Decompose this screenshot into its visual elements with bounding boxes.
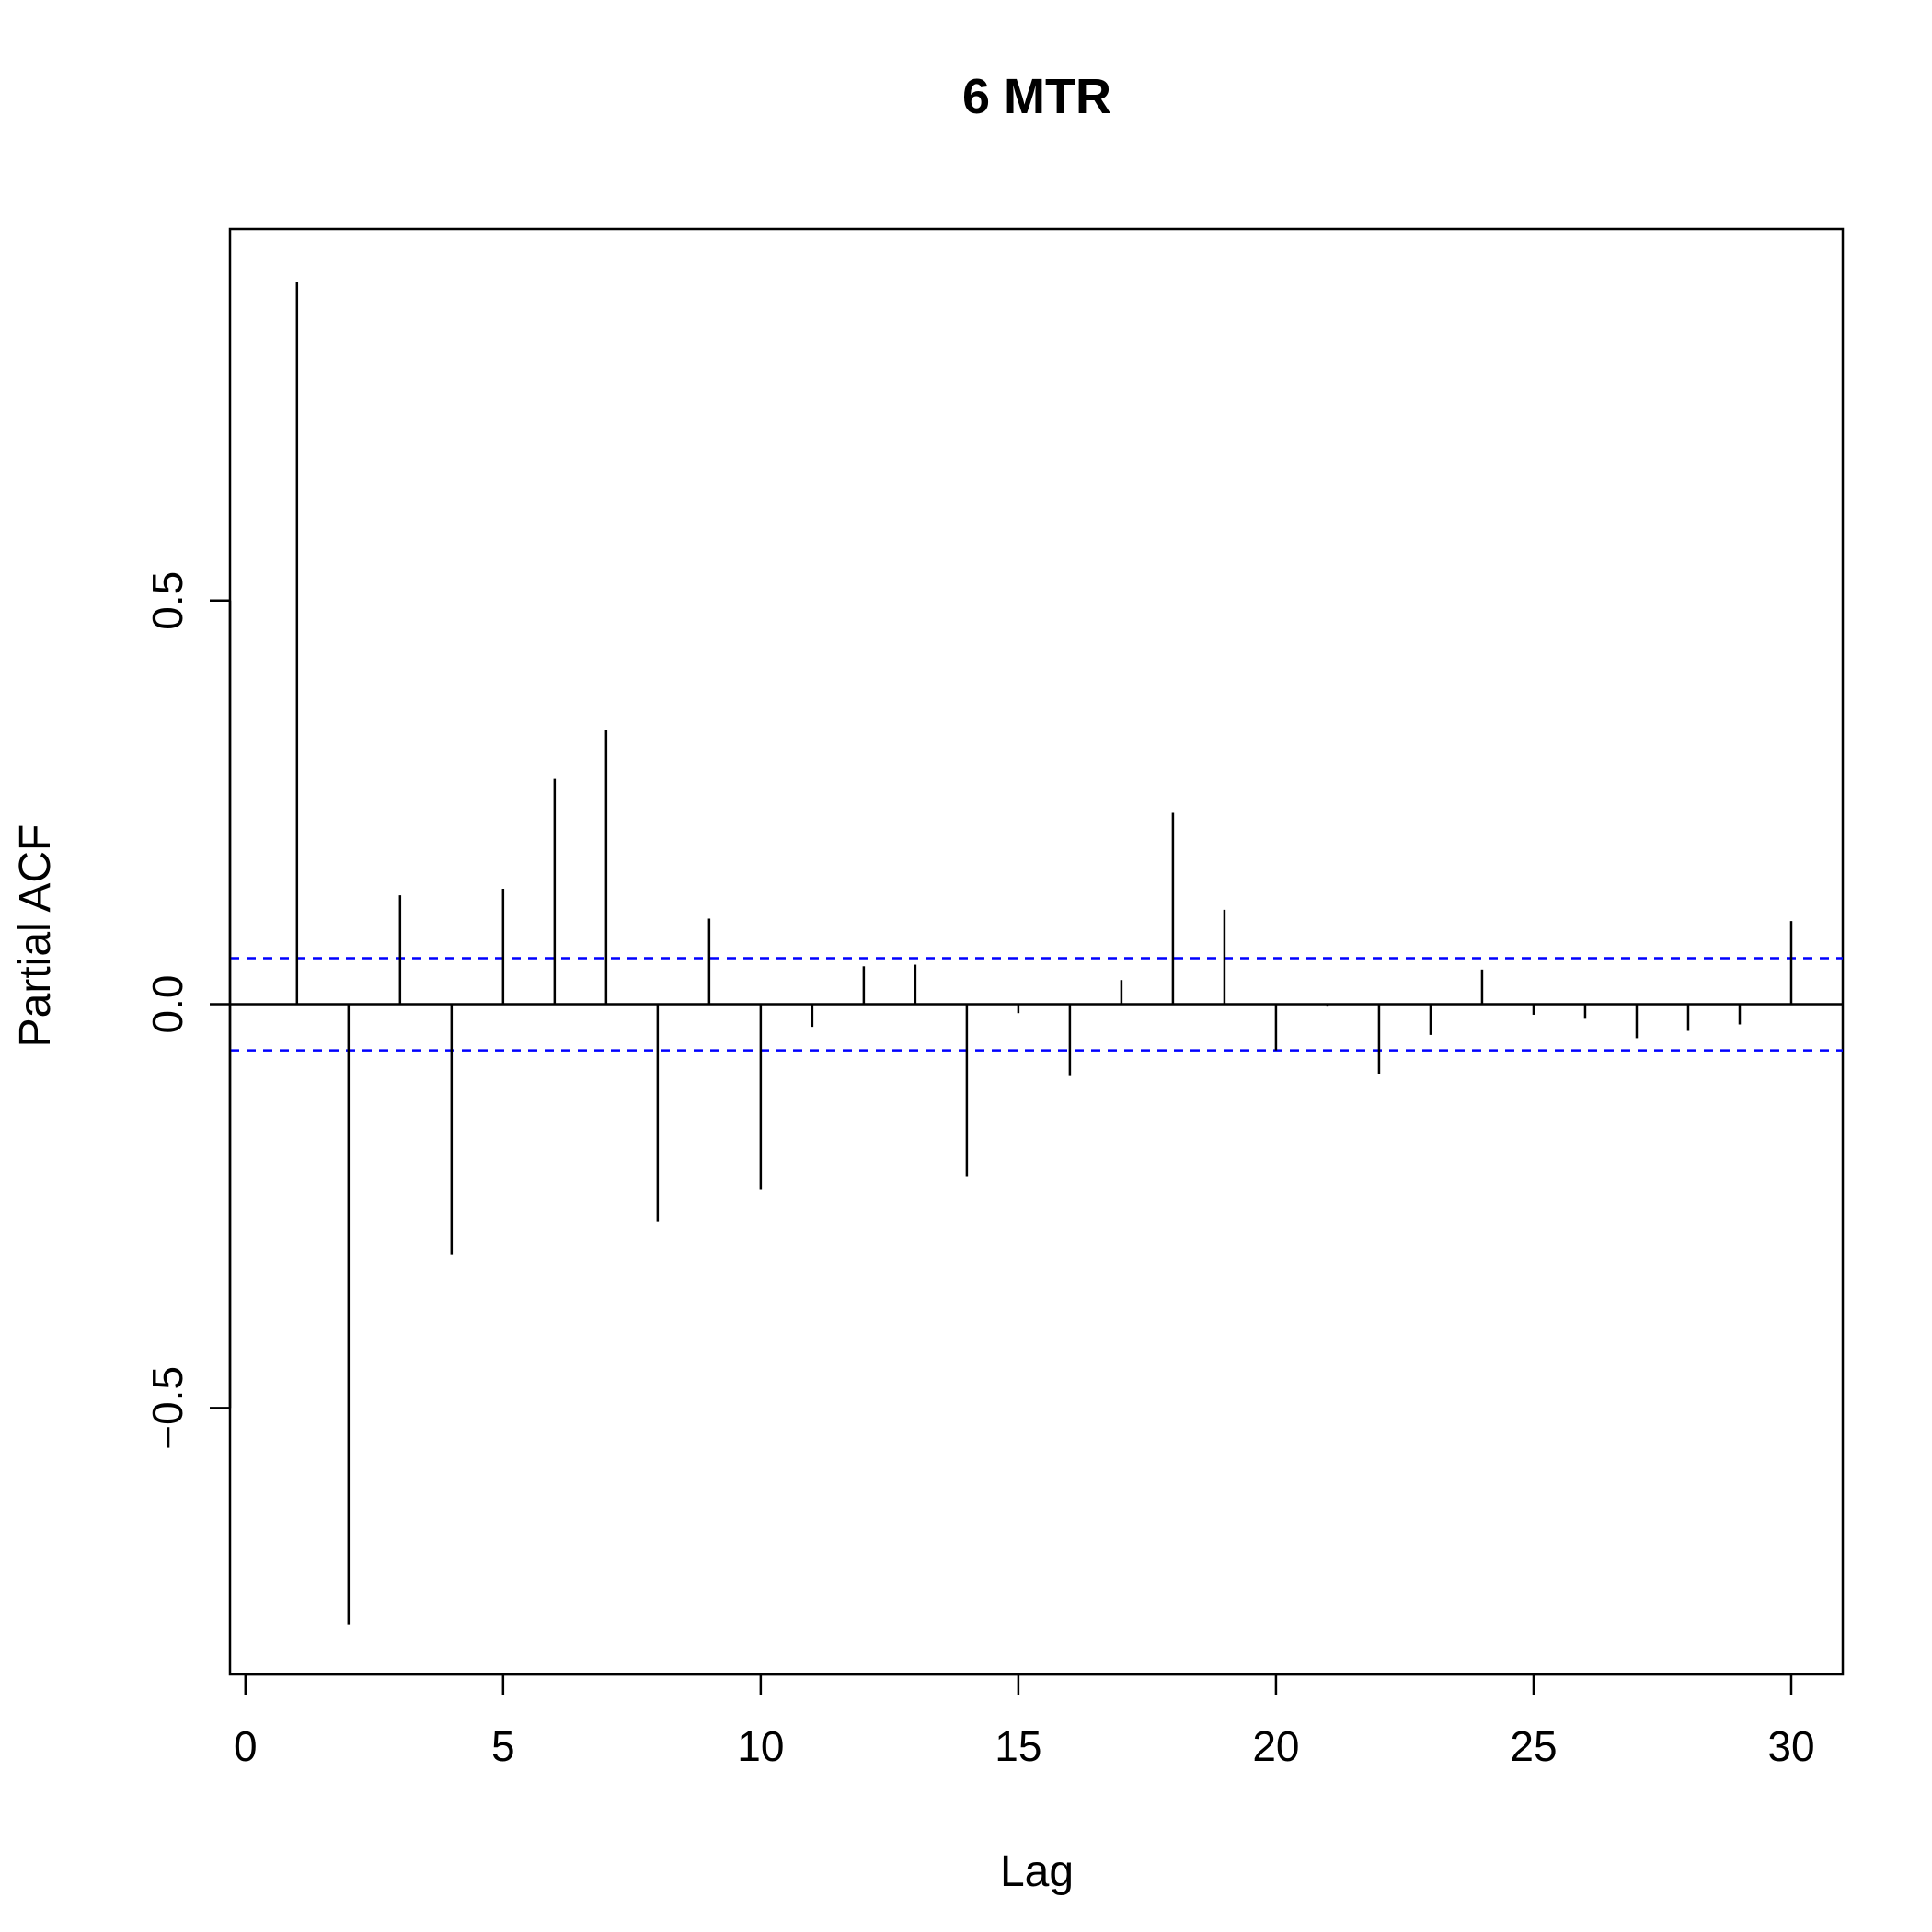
x-tick-label: 15 [995, 1722, 1041, 1770]
x-tick-label: 0 [234, 1722, 258, 1770]
x-tick-label: 10 [737, 1722, 784, 1770]
y-tick-label: 0.0 [144, 975, 191, 1034]
y-tick-label: 0.5 [144, 571, 191, 630]
chart-title: 6 MTR [962, 69, 1111, 124]
x-tick-label: 20 [1252, 1722, 1299, 1770]
y-tick-label: −0.5 [144, 1366, 191, 1450]
x-tick-label: 30 [1767, 1722, 1814, 1770]
x-tick-label: 5 [491, 1722, 515, 1770]
y-axis-label: Partial ACF [11, 824, 60, 1048]
plot-marks [230, 282, 1843, 1625]
x-tick-label: 25 [1510, 1722, 1557, 1770]
y-axis: −0.5 0.0 0.5 [144, 571, 232, 1450]
x-axis: 0 5 10 15 20 25 30 [234, 1673, 1815, 1770]
x-axis-label: Lag [1000, 1847, 1074, 1896]
